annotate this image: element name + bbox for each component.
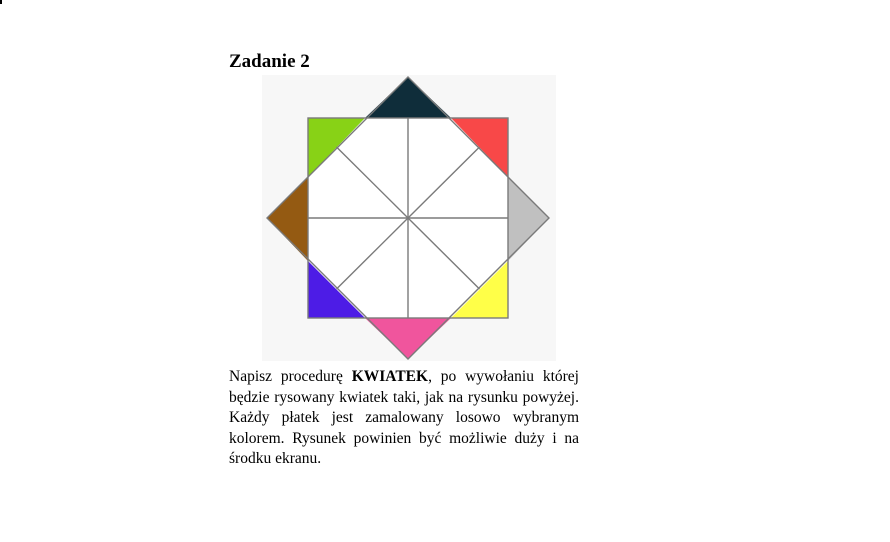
diagonal-line-br: [407, 217, 480, 290]
diagonal-line-tl: [336, 146, 409, 219]
petal-bottom: [365, 318, 451, 359]
task-description: Napisz procedurę KWIATEK, po wywołaniu k…: [229, 367, 579, 470]
page-title: Zadanie 2: [229, 51, 310, 72]
petal-right: [508, 177, 549, 261]
procedure-name: KWIATEK: [351, 368, 429, 385]
petal-bottom-right: [451, 261, 508, 318]
task-text-before: Napisz procedurę: [229, 368, 352, 385]
petal-top: [365, 77, 451, 118]
flower-figure: [266, 76, 550, 360]
diagonal-line-tr: [407, 146, 480, 219]
diamond-outline: [266, 76, 550, 360]
flower-lines: [266, 76, 550, 360]
diagonal-line-bl: [336, 217, 409, 290]
corner-mark: [0, 0, 2, 4]
petal-bottom-left: [308, 261, 365, 318]
task-text-after: , po wywołaniu której będzie rysowany kw…: [229, 368, 579, 467]
petal-left: [267, 177, 308, 261]
